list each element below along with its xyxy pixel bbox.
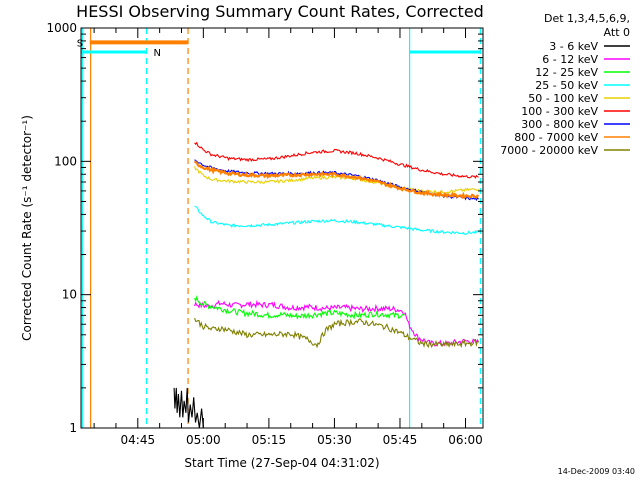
legend-label-8: 7000 - 20000 keV (500, 144, 598, 157)
legend-header-line-1: Det 1,3,4,5,6,9, (544, 12, 630, 25)
x-tick-label-4: 05:45 (383, 433, 418, 447)
series-line-8 (194, 317, 479, 349)
legend-label-0: 3 - 6 keV (549, 40, 598, 53)
series-line-3 (194, 205, 480, 236)
legend-label-1: 6 - 12 keV (542, 53, 598, 66)
x-tick-label-5: 06:00 (448, 433, 483, 447)
series-line-2 (194, 294, 405, 320)
x-tick-label-0: 04:45 (121, 433, 156, 447)
series-line-1 (194, 299, 480, 347)
legend-label-4: 50 - 100 keV (528, 92, 598, 105)
y-tick-label-0: 1 (69, 421, 77, 435)
axes: 1 10 100 1000 04:45 05:00 05:15 05:30 05:45 06:00 (46, 21, 483, 447)
y-axis-title: Corrected Count Rate (s⁻¹ detector⁻¹) (20, 115, 34, 341)
x-tick-label-1: 05:00 (186, 433, 221, 447)
series-line-0 (173, 387, 204, 429)
plot-frame (80, 27, 484, 429)
legend-label-6: 300 - 800 keV (521, 118, 598, 131)
series-line-5 (194, 141, 479, 180)
y-tick-label-3: 1000 (46, 21, 77, 35)
footer-stamp: 14-Dec-2009 03:40 (558, 467, 635, 476)
series-line-7 (193, 160, 479, 200)
x-axis-title: Start Time (27-Sep-04 04:31:02) (184, 456, 379, 470)
x-tick-label-2: 05:15 (252, 433, 287, 447)
saa-bar-label: S (77, 38, 83, 49)
y-tick-label-2: 100 (54, 154, 77, 168)
legend-label-3: 25 - 50 keV (535, 79, 598, 92)
series-line-4 (194, 166, 480, 194)
plot-area: SN (77, 28, 481, 429)
legend-label-7: 800 - 7000 keV (514, 131, 598, 144)
legend-label-5: 100 - 300 keV (521, 105, 598, 118)
legend-header-line-2: Att 0 (604, 26, 630, 39)
legend-label-2: 12 - 25 keV (535, 66, 598, 79)
night-bar-label: N (154, 48, 161, 59)
x-tick-label-3: 05:30 (317, 433, 352, 447)
chart-title: HESSI Observing Summary Count Rates, Cor… (76, 2, 484, 21)
y-tick-label-1: 10 (62, 288, 77, 302)
